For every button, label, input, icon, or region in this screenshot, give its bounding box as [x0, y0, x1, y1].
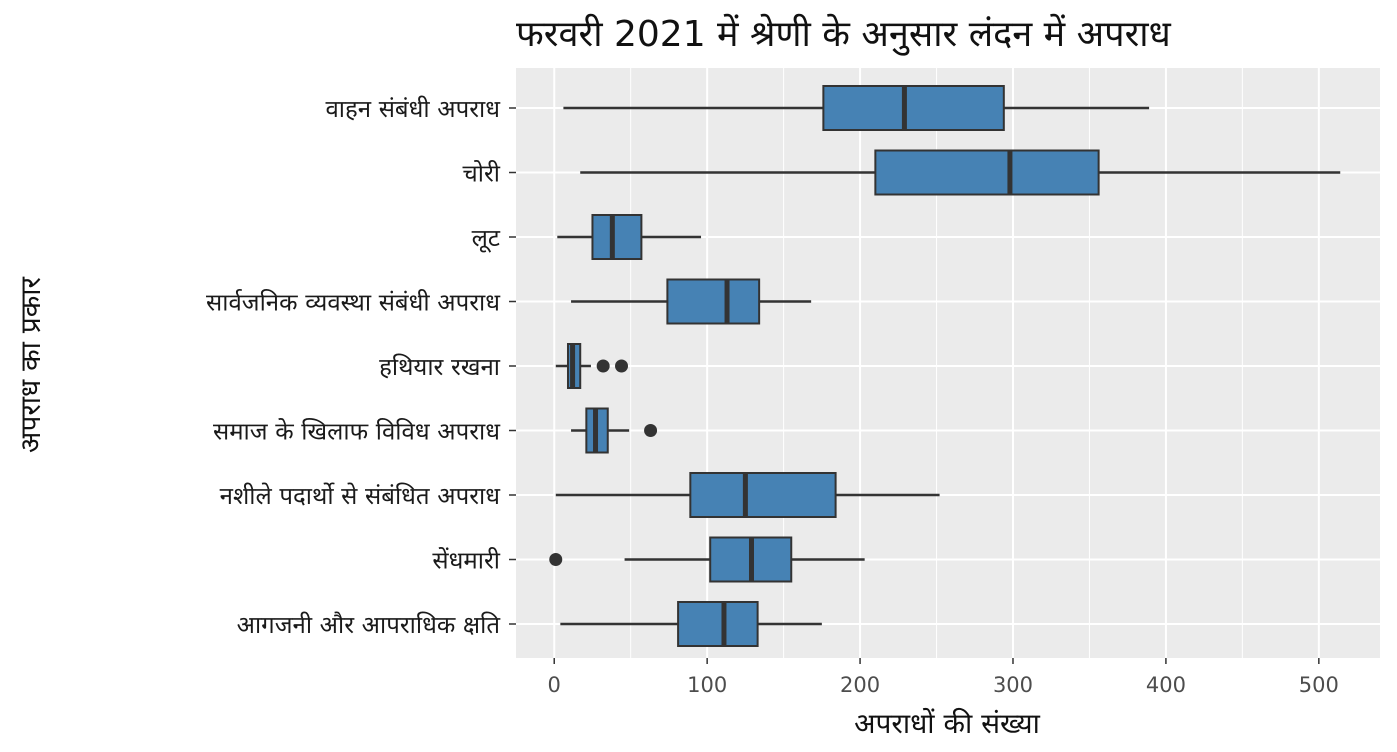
outlier-point — [615, 359, 629, 373]
x-tick-label: 400 — [1146, 673, 1186, 697]
box-group — [560, 601, 822, 647]
box-iqr — [689, 472, 837, 518]
box-group — [557, 214, 702, 260]
x-tick-labels: 0 100 200 300 400 500 — [548, 658, 1339, 697]
box-group — [571, 407, 658, 454]
category-label: सेंधमारी — [432, 547, 500, 575]
box-layer — [549, 85, 1341, 647]
x-tick-label: 500 — [1299, 673, 1339, 697]
category-label: लूट — [472, 224, 501, 253]
x-axis-title: अपराधों की संख्या — [854, 707, 1041, 740]
outlier-point — [596, 359, 610, 373]
box-iqr — [677, 601, 759, 647]
box-iqr — [591, 214, 643, 260]
box-group — [563, 85, 1150, 131]
category-label: आगजनी और आपराधिक क्षति — [237, 611, 502, 639]
category-label: हथियार रखना — [379, 353, 501, 381]
box-group — [555, 472, 940, 518]
category-labels: वाहन संबंधी अपराध चोरी लूट सार्वजनिक व्यवस्… — [206, 95, 516, 639]
x-tick-label: 100 — [687, 673, 727, 697]
x-tick-label: 0 — [548, 673, 561, 697]
box-group — [580, 149, 1341, 196]
outlier-point — [644, 424, 658, 437]
box-iqr — [874, 149, 1100, 196]
box-iqr — [822, 85, 1005, 131]
category-label: सार्वजनिक व्यवस्था संबंधी अपराध — [206, 289, 501, 317]
outlier-point — [549, 553, 563, 566]
category-label: चोरी — [463, 160, 501, 188]
box-group — [555, 343, 629, 389]
category-label: नशीले पदार्थो से संबंधित अपराध — [220, 482, 502, 510]
category-label: वाहन संबंधी अपराध — [325, 95, 501, 123]
y-axis-title: अपराध का प्रकार — [14, 276, 47, 452]
category-label: समाज के खिलाफ विविध अपराध — [213, 418, 501, 446]
x-tick-label: 300 — [993, 673, 1033, 697]
chart-title: फरवरी 2021 में श्रेणी के अनुसार लंदन में… — [516, 13, 1172, 56]
box-group — [571, 278, 812, 325]
x-tick-label: 200 — [840, 673, 880, 697]
box-iqr — [666, 278, 761, 325]
box-group — [549, 536, 865, 583]
